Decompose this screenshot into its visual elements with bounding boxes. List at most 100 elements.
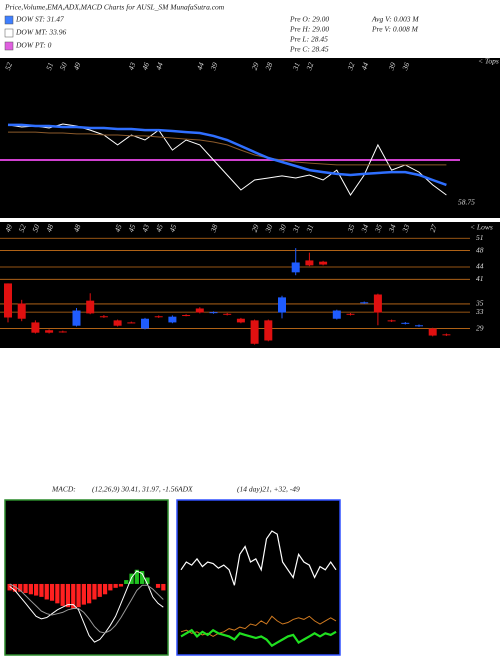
stat-text: Pre V: 0.008 M [371,25,419,34]
candle-body [415,325,423,327]
adx-subtitle: (14 day)21, +32, -49 [237,485,300,494]
macd-bar [108,583,113,591]
macd-bar [102,583,108,595]
adx-panel [176,499,341,656]
price-panel [0,58,500,218]
stat-text: Pre L: 28.45 [289,35,328,44]
x-label: 31 [290,223,301,234]
x-label: 48 [72,223,83,233]
macd-bar [92,583,97,600]
legend-swatch [4,41,14,51]
macd-bar [161,583,166,591]
stat-text: Pre O: 29.00 [289,15,329,24]
top-label: 44 [154,61,165,71]
candle-body [373,294,382,313]
top-label: 32 [304,61,315,72]
top-label: 36 [400,61,411,72]
end-label: 58.75 [458,198,475,207]
top-label: 39 [386,61,397,72]
legend-label: DOW MT: 33.96 [15,28,66,37]
macd-bar [76,583,81,608]
candle-body [223,313,232,315]
x-label: 48 [44,223,55,233]
stat-text: Avg V: 0.003 M [371,15,419,24]
candle-body [305,260,314,266]
x-label: 33 [400,223,411,234]
macd-bar [118,583,124,587]
macd-bar [113,583,118,588]
legend-swatch [4,15,14,25]
macd-bar [124,580,129,584]
top-label: 46 [140,61,151,71]
candle-body [58,331,67,333]
x-label: 45 [126,223,137,233]
page-title: Price,Volume,EMA,ADX,MACD Charts for AUS… [4,3,225,12]
candle-body [291,262,300,273]
candle-body [319,261,328,265]
y-tick-label: 51 [476,233,484,242]
x-label: 30 [263,223,274,234]
tops-label: < Tops [478,57,499,66]
y-tick-label: 48 [476,245,484,254]
x-label: 35 [373,223,384,234]
macd-bar [87,583,92,604]
candle-body [168,316,177,323]
candle-body [45,330,54,333]
candle-body [346,313,355,315]
macd-bar [28,583,33,595]
x-label: 49 [3,223,14,233]
top-label: 31 [290,61,301,72]
candle-body [113,320,122,326]
top-label: 39 [208,61,219,72]
macd-subtitle: (12,26,9) 30.41, 31.97, -1.56 [92,485,178,494]
top-label: 51 [44,61,55,71]
candle-body [182,315,191,317]
macd-bar [49,583,55,601]
y-tick-label: 44 [476,262,484,271]
adx-line [180,628,337,648]
macd-bar [23,583,28,593]
top-label: 43 [126,61,137,71]
x-label: 52 [17,223,28,233]
x-label: 34 [386,223,397,234]
macd-bar [71,583,76,609]
legend-label: DOW PT: 0 [15,41,52,50]
y-tick-label: 33 [475,307,484,316]
candle-body [428,328,437,336]
top-label: 49 [72,61,83,71]
candle-body [209,312,218,314]
x-label: 29 [250,223,261,233]
candle-body [387,320,396,322]
macd-bar [81,583,86,605]
y-tick-label: 29 [476,323,484,332]
x-label: 45 [167,223,178,233]
candle-body [401,322,410,324]
macd-bar [60,583,65,606]
top-label: 28 [263,61,274,71]
macd-bar [39,583,44,597]
macd-bar [140,571,145,584]
macd-title: MACD: [51,485,76,494]
macd-bar [12,583,18,592]
candle-body [278,297,286,313]
macd-bar [97,583,102,597]
macd-bar [34,583,39,596]
lows-label: < Lows [470,223,493,232]
candle-body [86,300,95,314]
price-line [8,131,447,166]
candle-body [4,283,12,318]
macd-bar [44,583,49,600]
macd-bar [155,583,161,588]
candle-body [141,318,149,329]
macd-line [9,583,164,634]
x-label: 34 [359,223,370,234]
legend-label: DOW ST: 31.47 [15,15,64,24]
candle-body [154,316,163,318]
candle-body [264,320,273,341]
candle-body [99,316,108,318]
x-label: 45 [113,223,124,233]
stat-text: Pre C: 28.45 [289,45,329,54]
x-label: 35 [345,223,356,234]
